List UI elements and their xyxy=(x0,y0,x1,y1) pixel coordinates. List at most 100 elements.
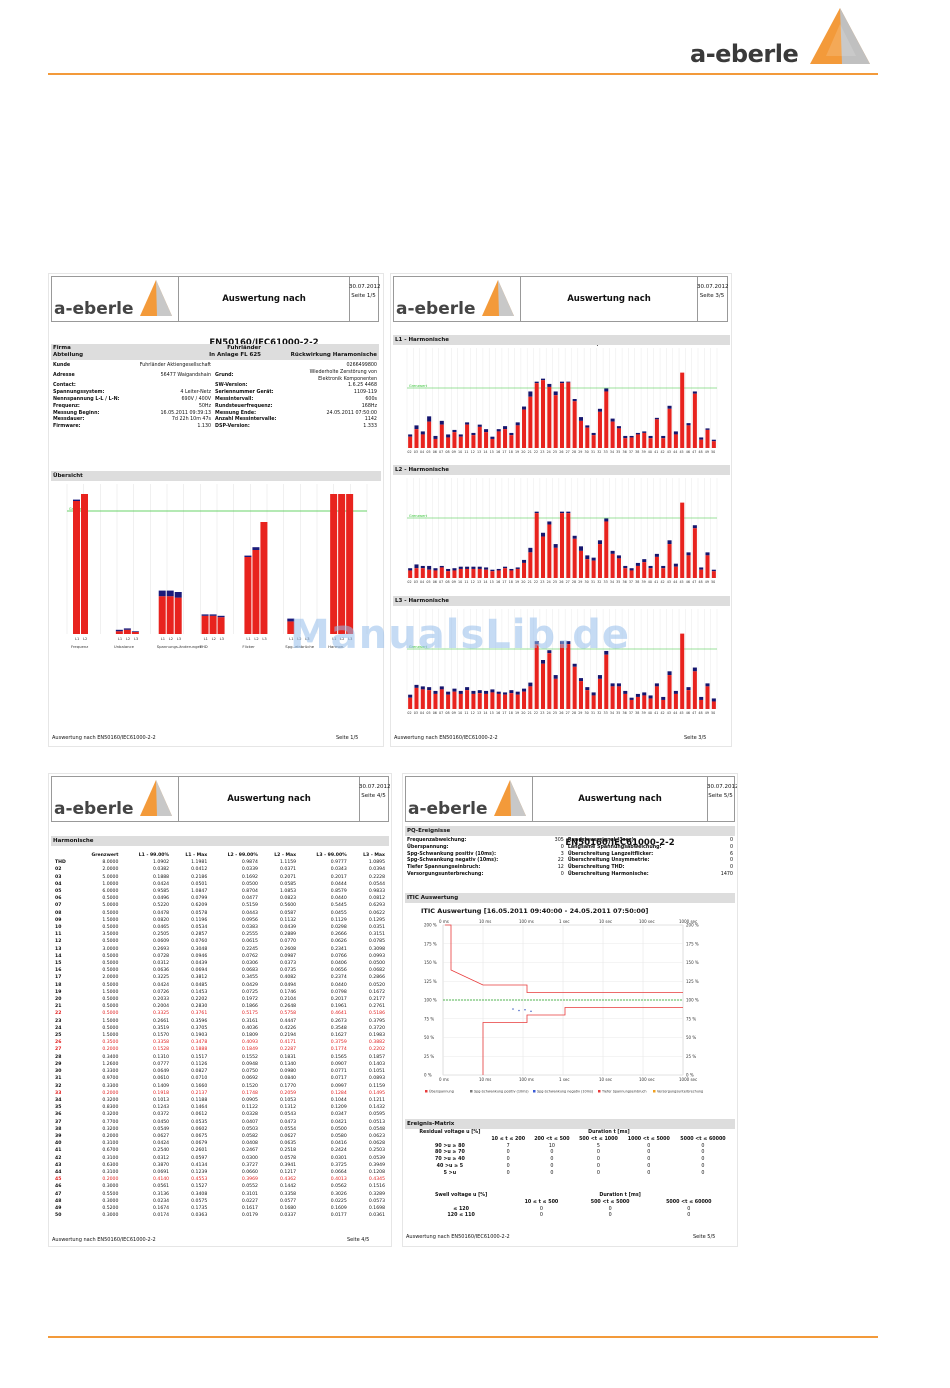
info-value: 600s xyxy=(365,396,377,402)
tick-label: 02 xyxy=(407,580,411,584)
overview-bar xyxy=(123,629,131,634)
table-cell: 0.3000 xyxy=(102,1198,119,1204)
table-cell: 0.1284 xyxy=(330,1090,347,1096)
table-cell: 0.1831 xyxy=(280,1054,297,1060)
table-cell: 0.3300 xyxy=(102,1069,119,1075)
watermark: ManualsLib.de xyxy=(290,612,631,658)
matrix-col-header: 5000 <t ≤ 60000 xyxy=(680,1136,726,1142)
column-header: L3 - 99.00% xyxy=(316,853,347,858)
harmonic-bar-max xyxy=(648,565,653,569)
table-row: 49 0.5200 0.1674 0.1735 0.1617 0.1680 0.1609 0.… xyxy=(53,1205,387,1212)
table-cell: 06 xyxy=(55,896,62,902)
tick-label: 08 xyxy=(445,580,449,584)
category-label: Harmon. xyxy=(328,644,344,649)
table-row: 17 2.0000 0.3225 0.3812 0.3455 0.4082 0.2374 0.… xyxy=(53,974,387,981)
tick-label: 33 xyxy=(604,711,608,715)
table-row: 05 6.0000 0.9585 1.0847 0.8704 1.0853 0.8579 0.… xyxy=(53,888,387,895)
table-cell: 29 xyxy=(55,1061,62,1067)
itic-y-label: 100 % xyxy=(424,998,437,1003)
table-cell: 0.0609 xyxy=(153,939,170,945)
matrix-cell: 0 xyxy=(647,1157,651,1163)
harmonic-bar xyxy=(661,568,666,578)
table-cell: 0.0585 xyxy=(280,881,297,887)
tick-label: 18 xyxy=(509,711,513,715)
harmonic-bar-max xyxy=(471,566,476,569)
harmonic-bar-max xyxy=(553,544,558,548)
table-cell: 0.2830 xyxy=(191,1004,208,1010)
harmonic-bar-max xyxy=(711,698,716,702)
overview-bar xyxy=(217,617,225,634)
table-cell: 0.0513 xyxy=(368,1119,385,1125)
harmonic-bar xyxy=(699,699,704,709)
table-cell: 0.0494 xyxy=(280,982,297,988)
table-cell: 12 xyxy=(55,939,62,945)
table-cell: 0.0408 xyxy=(241,1141,258,1147)
tick-label: 49 xyxy=(705,450,709,454)
phase-label: L1 xyxy=(161,637,165,641)
table-cell: 0.2601 xyxy=(191,1148,208,1154)
tick-label: 34 xyxy=(610,580,614,584)
table-cell: 0.0683 xyxy=(241,968,258,974)
matrix-row-label: 40 >u ≥ 5 xyxy=(436,1163,464,1169)
category-label: Frequenz xyxy=(71,644,88,649)
tick-label: 35 xyxy=(616,711,620,715)
tick-label: 36 xyxy=(623,580,627,584)
table-cell: 0.0580 xyxy=(330,1133,347,1139)
value-firma: Fuhrländer xyxy=(227,345,261,351)
matrix-cell: 0 xyxy=(701,1170,705,1176)
table-cell: 0.1517 xyxy=(191,1054,208,1060)
harmonic-bar-max xyxy=(433,568,438,571)
harmonic-bar xyxy=(642,695,647,709)
page-header: a-eberle Auswertung nach EN50160/IEC6100… xyxy=(405,776,737,848)
harmonic-bar-max xyxy=(597,408,602,412)
harmonic-bar xyxy=(452,432,457,448)
tick-label: 21 xyxy=(528,711,532,715)
overview-bar-max xyxy=(166,590,174,597)
harmonic-bar-max xyxy=(654,683,659,687)
table-cell: 0.1188 xyxy=(191,1097,208,1103)
overview-bar-max xyxy=(174,592,182,598)
table-cell: 48 xyxy=(55,1198,62,1204)
harmonic-bar xyxy=(540,663,546,709)
tick-label: 09 xyxy=(452,450,456,454)
harmonic-bar-max xyxy=(705,683,710,687)
table-cell: 0.0552 xyxy=(241,1184,258,1190)
itic-y-label: 25 % xyxy=(424,1054,434,1059)
harmonic-bar-max xyxy=(427,416,432,422)
section-itic: ITIC Auswertung xyxy=(405,893,735,903)
tick-label: 04 xyxy=(420,711,424,715)
table-cell: 0.1129 xyxy=(330,917,347,923)
table-cell: 0.0710 xyxy=(191,1076,208,1082)
logo-triangle-icon xyxy=(482,280,514,316)
table-cell: 1.1981 xyxy=(191,860,208,866)
harmonic-bar-max xyxy=(692,667,697,672)
table-cell: 0.0412 xyxy=(191,867,208,873)
table-cell: 0.0798 xyxy=(330,989,347,995)
harmonic-bar xyxy=(408,570,413,578)
harmonic-bar-max xyxy=(673,563,678,567)
harmonic-bar xyxy=(604,654,609,709)
tick-label: 15 xyxy=(490,580,494,584)
footer-right: Seite 1/5 xyxy=(336,735,359,741)
pq-value: 0 xyxy=(729,838,733,843)
column-header: Grenzwert xyxy=(91,853,119,858)
table-row: 39 0.2000 0.0627 0.0675 0.0582 0.0627 0.0580 0.… xyxy=(53,1133,387,1140)
harmonic-bar-max xyxy=(692,391,697,394)
info-label: SW-Version: xyxy=(215,383,248,389)
harmonic-bar-max xyxy=(616,683,621,687)
table-cell: 0.0539 xyxy=(368,1155,385,1161)
harmonic-bar-max xyxy=(458,566,463,569)
table-row: 10 0.5000 0.0465 0.0534 0.0383 0.0439 0.0298 0.… xyxy=(53,924,387,931)
pq-value: 12 xyxy=(557,865,564,871)
info-label: Messdauer: xyxy=(53,417,85,423)
tick-label: 34 xyxy=(610,711,614,715)
harmonic-bar xyxy=(509,435,514,448)
harmonic-bar xyxy=(496,431,501,448)
pq-events-table: Frequenzabweichung: 305 Rundsteuersignal (… xyxy=(405,838,735,879)
table-cell: 0.1211 xyxy=(368,1097,385,1103)
pq-label: Spg-Schwankung negativ (10ms): xyxy=(407,858,499,864)
harmonic-bar xyxy=(471,568,476,578)
table-cell: 0.3478 xyxy=(191,1040,208,1046)
info-label: Seriennummer Gerät: xyxy=(215,390,274,396)
matrix-header: Duration t [ms] xyxy=(599,1193,641,1198)
